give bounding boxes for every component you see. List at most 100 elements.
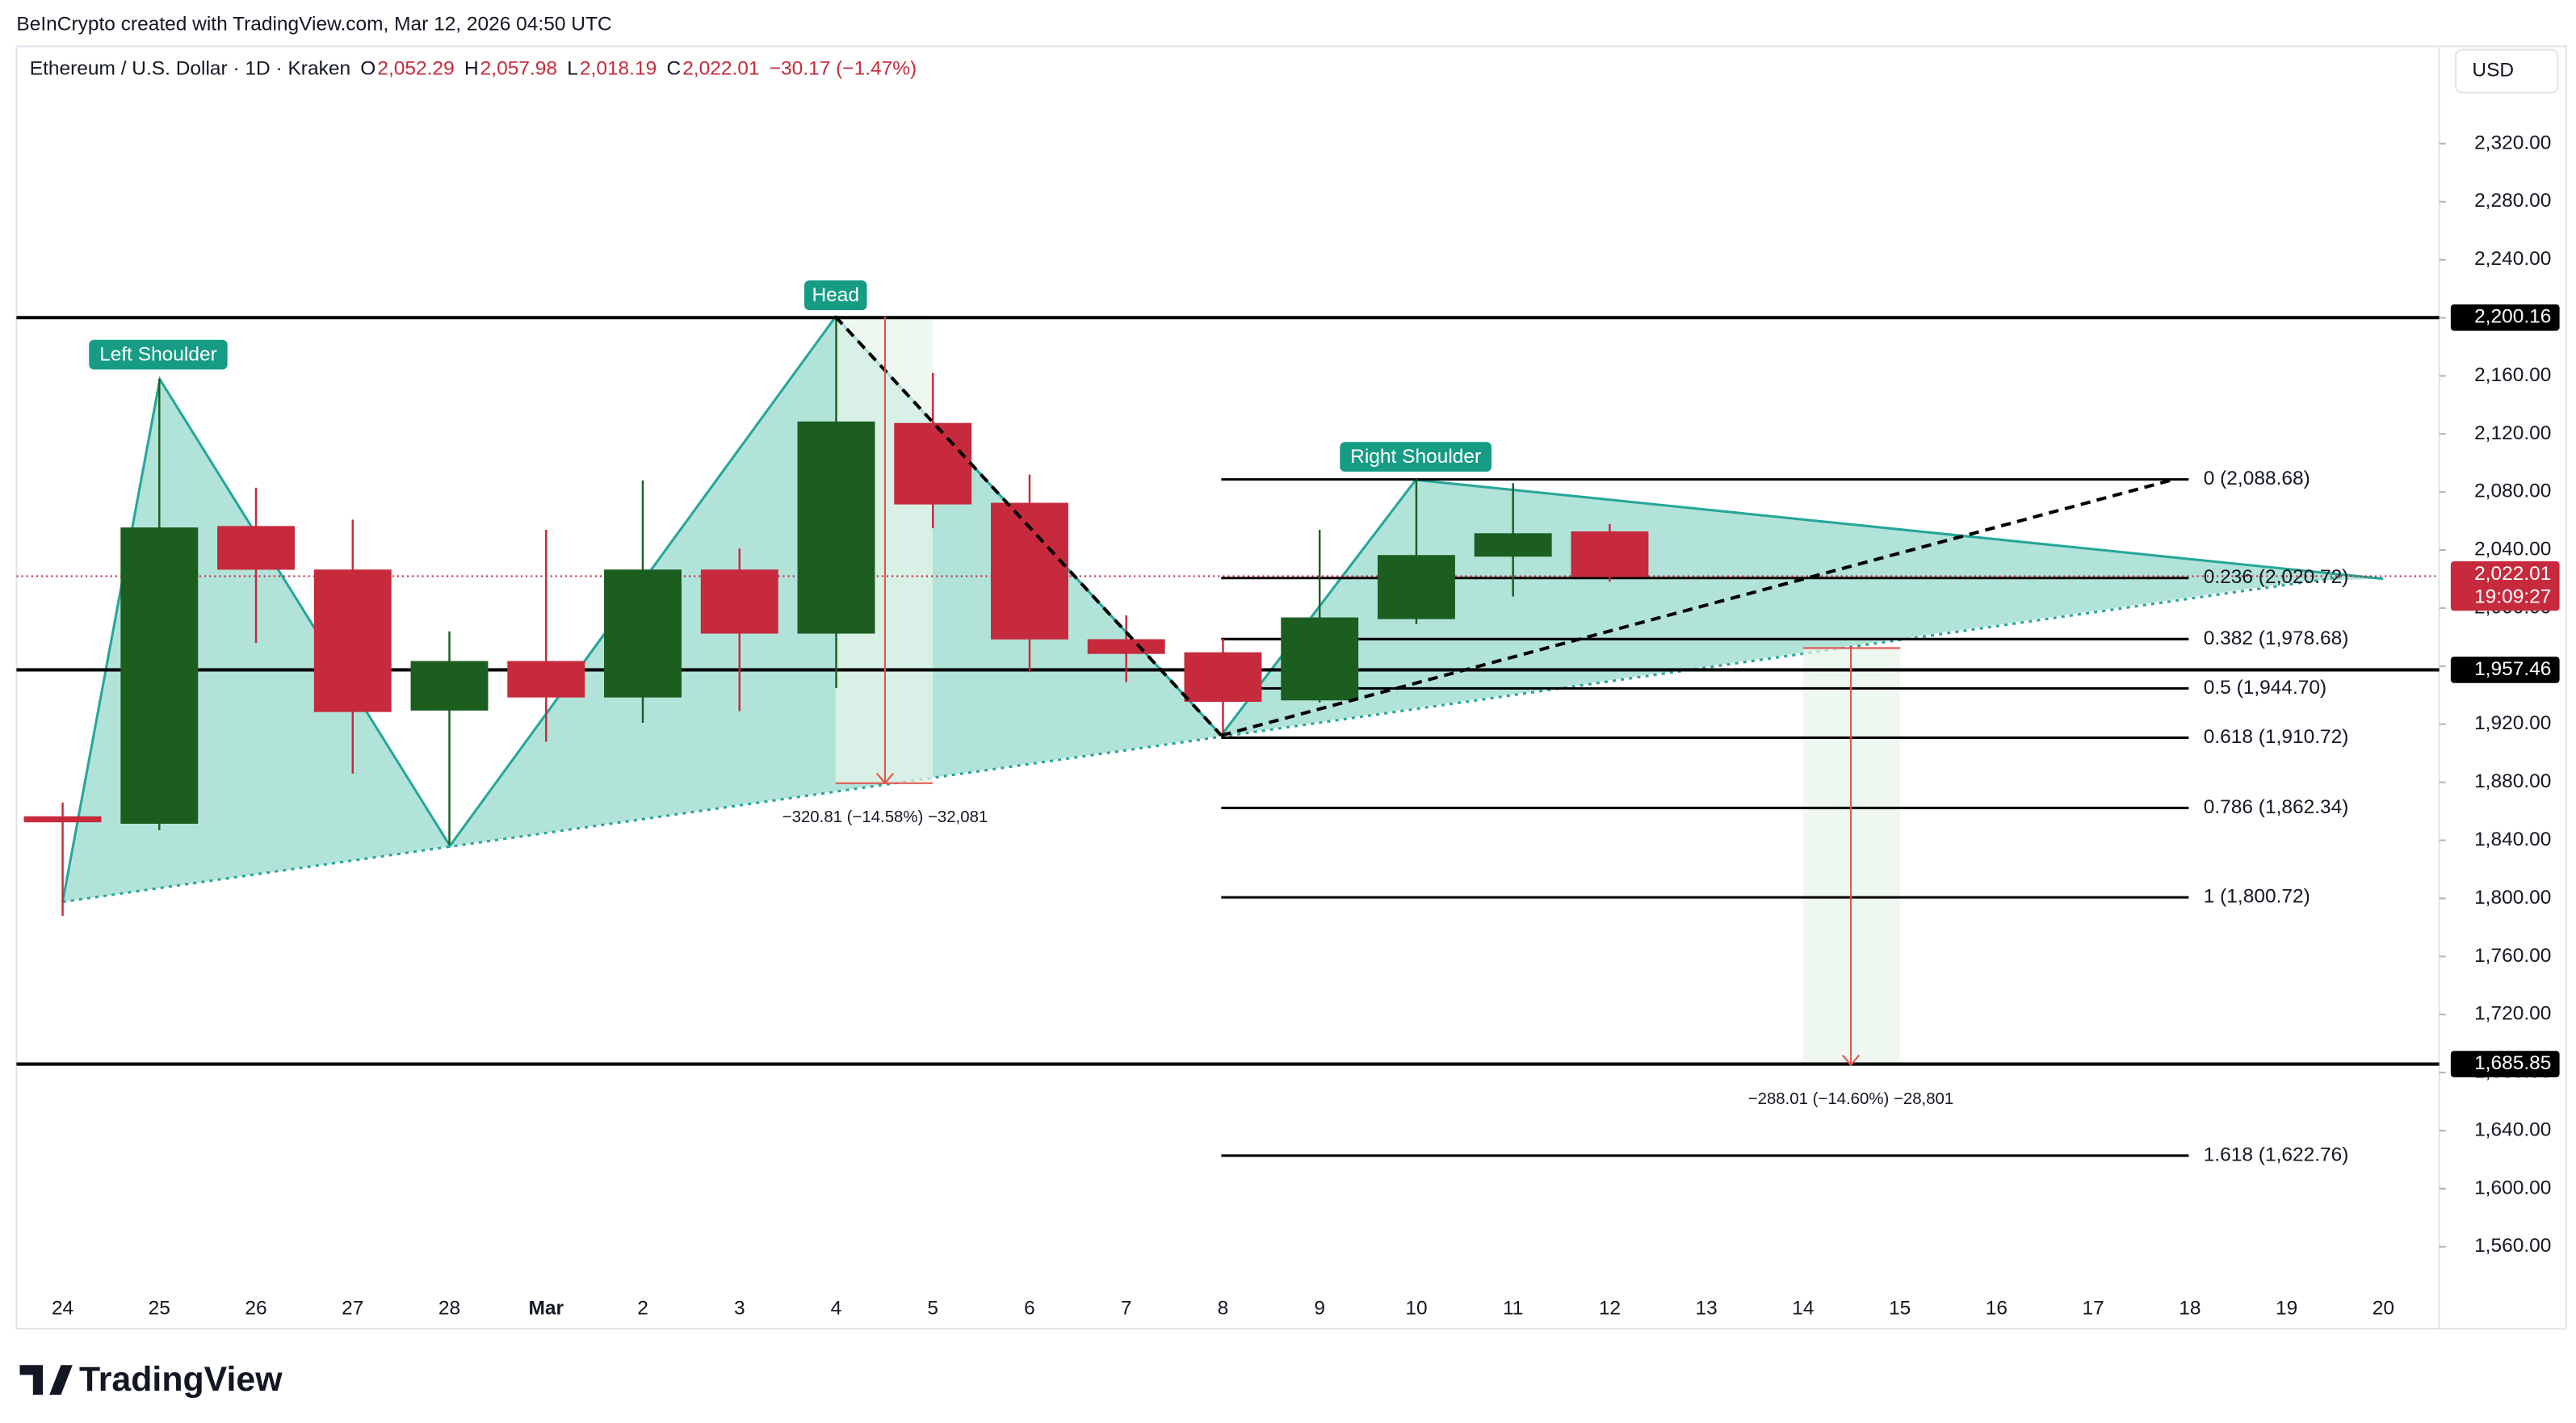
trend-line	[834, 315, 1223, 737]
x-tick-label: 2	[637, 1297, 648, 1319]
price-tag-label: 2,200.16	[2474, 306, 2551, 328]
fib-label: 0.236 (2,020.72)	[2204, 566, 2349, 588]
price-tag-label: 1,957.46	[2474, 658, 2551, 680]
y-tick-label: 1,840.00	[2474, 829, 2551, 850]
x-tick-label: 17	[2083, 1297, 2104, 1319]
price-tag	[2450, 1051, 2560, 1077]
y-tick-label: 2,040.00	[2474, 539, 2551, 560]
x-tick-label: 16	[1986, 1297, 2008, 1319]
annotation-box	[1340, 442, 1492, 472]
annotation: Right Shoulder	[1350, 446, 1481, 468]
y-tick-label: 2,240.00	[2474, 248, 2551, 270]
legend-key: L	[567, 58, 578, 80]
fib-label: 0.5 (1,944.70)	[2204, 677, 2326, 699]
current-price-label: 2,022.01	[2474, 563, 2551, 585]
annotation-box	[803, 280, 867, 311]
measure-label: −288.01 (−14.60%) −28,801	[1748, 1090, 1954, 1108]
current-price-tag	[2450, 561, 2560, 611]
legend-key: O	[360, 58, 375, 80]
legend-value: 2,057.98	[480, 58, 557, 80]
brand-name: TradingView	[79, 1360, 283, 1399]
y-tick-label: 2,120.00	[2474, 422, 2551, 444]
annotation: Head	[812, 284, 859, 306]
candle-body	[1184, 652, 1262, 703]
y-tick-label: 1,600.00	[2474, 1177, 2551, 1198]
x-tick-label: 13	[1696, 1297, 1718, 1319]
legend-change: −30.17 (−1.47%)	[770, 58, 917, 80]
x-tick-label: 10	[1405, 1297, 1427, 1319]
candle-body	[1087, 639, 1165, 654]
chart-title: BeInCrypto created with TradingView.com,…	[16, 13, 611, 35]
candle-body	[1571, 531, 1649, 577]
measure-label: −320.81 (−14.58%) −32,081	[782, 808, 988, 826]
x-tick-label: 8	[1218, 1297, 1229, 1319]
x-tick-label: 28	[438, 1297, 460, 1319]
measure-arrow	[875, 772, 894, 785]
x-tick-label: 20	[2373, 1297, 2394, 1319]
fib-label: 0 (2,088.68)	[2204, 468, 2310, 489]
legend-key: C	[666, 58, 681, 80]
y-tick-label: 2,080.00	[2474, 481, 2551, 502]
candle-body	[1474, 533, 1552, 557]
currency: USD	[2472, 60, 2514, 82]
fib-label: 0.618 (1,910.72)	[2204, 726, 2349, 748]
y-tick-label: 1,720.00	[2474, 1003, 2551, 1025]
price-tag	[2450, 657, 2560, 683]
candle-body	[700, 569, 778, 634]
candle-body	[507, 661, 585, 698]
y-tick-label: 2,320.00	[2474, 132, 2551, 153]
x-tick-label: 18	[2179, 1297, 2201, 1319]
x-tick-label: 14	[1792, 1297, 1814, 1319]
price-tag-label: 1,685.85	[2474, 1052, 2551, 1074]
x-tick-label: 24	[52, 1297, 73, 1319]
y-tick-label: 1,640.00	[2474, 1119, 2551, 1140]
x-tick-label: 6	[1024, 1297, 1035, 1319]
legend: Ethereum / U.S. Dollar · 1D · Kraken O 2,0…	[30, 58, 917, 80]
candle-body	[797, 421, 875, 634]
x-tick-label: 3	[734, 1297, 745, 1319]
y-tick-label: 1,920.00	[2474, 712, 2551, 734]
brand-logo	[19, 1365, 73, 1395]
legend-symbol: Ethereum / U.S. Dollar · 1D · Kraken	[30, 58, 350, 80]
annotation-box	[89, 339, 228, 370]
x-tick-label: 25	[149, 1297, 170, 1319]
fib-label: 0.382 (1,978.68)	[2204, 628, 2349, 649]
legend-value: 2,052.29	[377, 58, 454, 80]
x-tick-label: 26	[245, 1297, 266, 1319]
candle-body	[1377, 555, 1455, 619]
y-tick-label: 1,560.00	[2474, 1235, 2551, 1257]
candle-body	[894, 422, 972, 505]
fib-label: 1 (1,800.72)	[2204, 886, 2310, 908]
fib-label: 1.618 (1,622.76)	[2204, 1144, 2349, 1165]
x-tick-label: 4	[831, 1297, 842, 1319]
candle-body	[604, 569, 682, 698]
x-tick-label: 19	[2276, 1297, 2297, 1319]
y-tick-label: 1,880.00	[2474, 770, 2551, 792]
legend-value: 2,018.19	[580, 58, 657, 80]
x-tick-label: 12	[1599, 1297, 1621, 1319]
annotation: Left Shoulder	[99, 344, 217, 366]
x-tick-label: 27	[342, 1297, 363, 1319]
y-tick-label: 1,760.00	[2474, 945, 2551, 967]
candle-body	[23, 816, 102, 823]
x-tick-label: 15	[1889, 1297, 1911, 1319]
y-tick-label: 1,800.00	[2474, 887, 2551, 909]
countdown: 19:09:27	[2474, 586, 2551, 607]
brand: TradingView	[19, 1360, 283, 1399]
price-tag	[2450, 304, 2560, 331]
candle-body	[313, 569, 392, 712]
legend-key: H	[464, 58, 479, 80]
legend-value: 2,022.01	[682, 58, 759, 80]
candle-body	[1281, 617, 1359, 701]
candle-body	[410, 661, 489, 711]
x-tick-label: 7	[1121, 1297, 1132, 1319]
y-tick-label: 2,160.00	[2474, 364, 2551, 386]
candle-body	[120, 527, 199, 824]
x-tick-label: 5	[927, 1297, 938, 1319]
measure-arrow	[1841, 1054, 1860, 1067]
currency-box[interactable]	[2454, 48, 2559, 94]
y-tick-label: 2,280.00	[2474, 190, 2551, 212]
fib-label: 0.786 (1,862.34)	[2204, 796, 2349, 818]
pattern-fill	[62, 317, 2384, 902]
